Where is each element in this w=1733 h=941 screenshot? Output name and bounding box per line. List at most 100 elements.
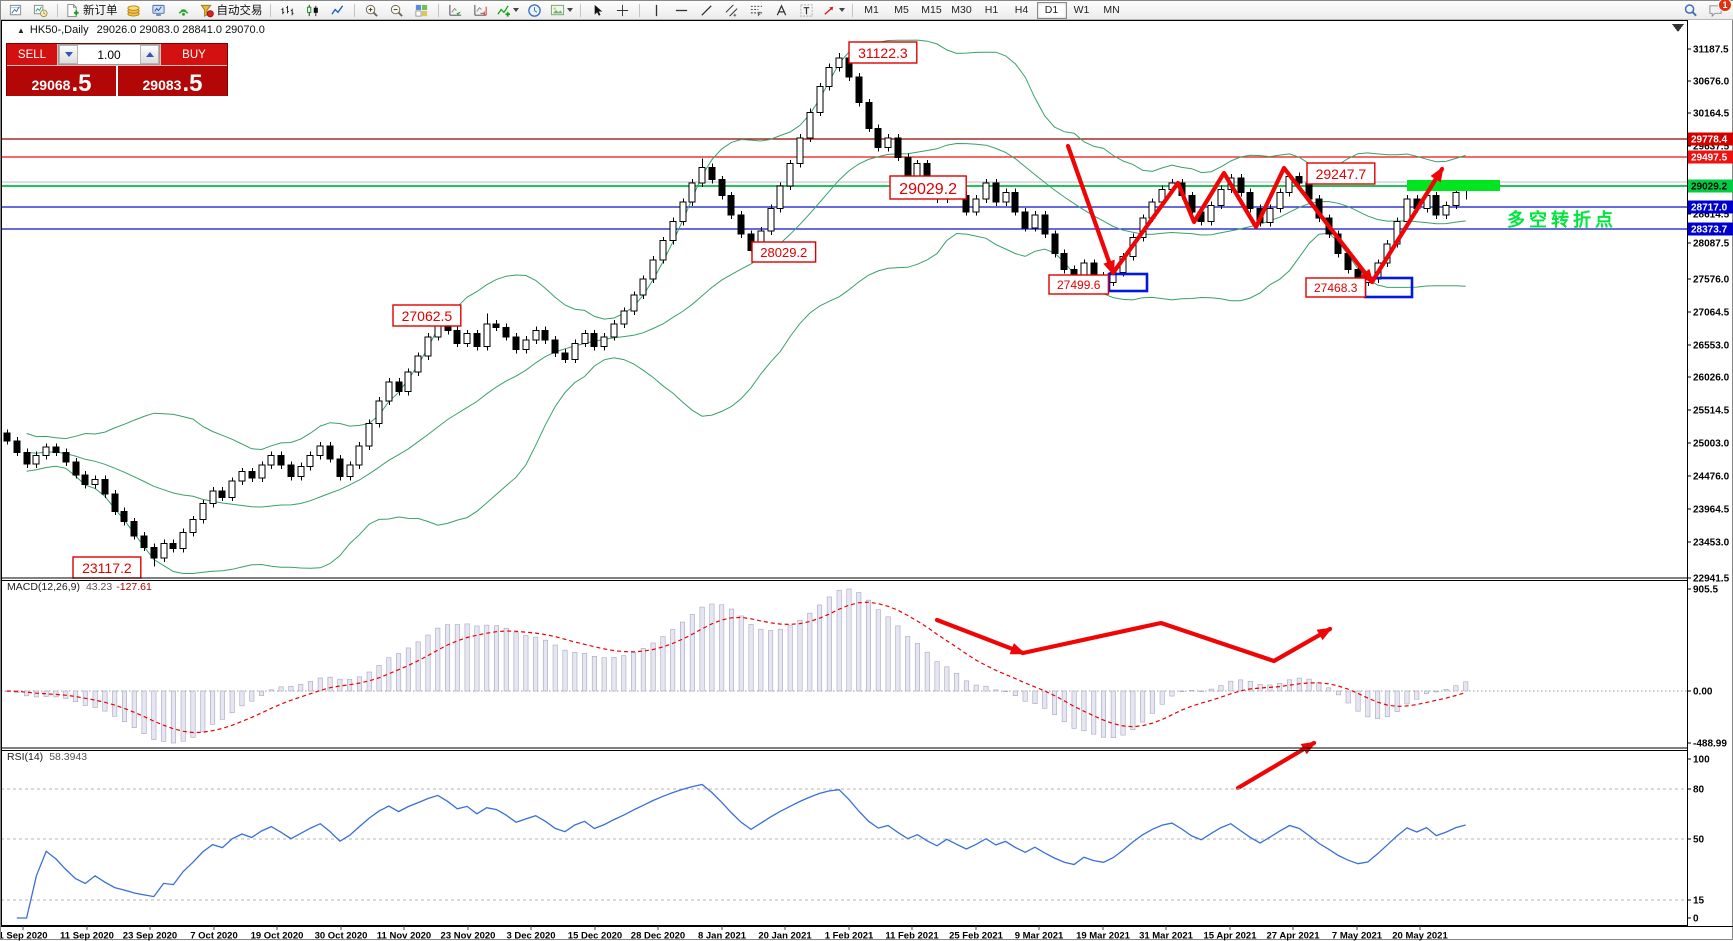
candle xyxy=(347,461,353,480)
search-button[interactable] xyxy=(1678,1,1703,20)
volume-value[interactable]: 1.00 xyxy=(78,45,140,64)
macd-histogram-bar xyxy=(710,604,714,691)
price-annotation[interactable]: 23117.2 xyxy=(73,557,141,578)
macd-histogram-bar xyxy=(455,625,459,691)
axis-label: 80 xyxy=(1693,785,1705,796)
timeframe-button-m15[interactable]: M15 xyxy=(917,2,947,19)
periods-button[interactable] xyxy=(522,1,547,20)
candle xyxy=(709,164,715,184)
price-annotation[interactable]: 31122.3 xyxy=(849,42,917,63)
axis-label: 22941.5 xyxy=(1693,574,1730,585)
macd-histogram-bar xyxy=(250,691,254,701)
zoom-in-icon xyxy=(364,3,379,18)
sell-price[interactable]: 29068.5 xyxy=(7,66,118,96)
zoom-in-button[interactable] xyxy=(359,1,384,20)
autotrading-button[interactable]: 自动交易 xyxy=(196,1,266,20)
volume-increase-button[interactable] xyxy=(140,45,159,64)
channel-button[interactable] xyxy=(719,1,744,20)
macd-histogram-bar xyxy=(857,593,861,691)
signals-button[interactable] xyxy=(171,1,196,20)
text-label-icon xyxy=(799,3,814,18)
macd-histogram-bar xyxy=(768,631,772,691)
horizontal-line-button[interactable] xyxy=(669,1,694,20)
fibonacci-button[interactable] xyxy=(744,1,769,20)
templates-button[interactable] xyxy=(547,1,576,20)
chart-shift-button[interactable] xyxy=(468,1,493,20)
volume-decrease-button[interactable] xyxy=(59,45,78,64)
candle xyxy=(807,109,813,142)
axis-label: 29029.2 xyxy=(1691,182,1728,193)
bar-chart-button[interactable] xyxy=(275,1,300,20)
axis-label: 30164.5 xyxy=(1693,109,1730,120)
timeframe-button-m1[interactable]: M1 xyxy=(857,2,887,19)
price-annotation[interactable]: 27468.3 xyxy=(1306,278,1365,297)
timeframe-button-d1[interactable]: D1 xyxy=(1037,2,1067,19)
buy-price[interactable]: 29083.5 xyxy=(118,66,227,96)
notifications-button[interactable]: 1 xyxy=(1703,1,1728,20)
price-annotation[interactable]: 27499.6 xyxy=(1049,275,1108,294)
macd-histogram-bar xyxy=(1003,691,1007,692)
cursor-button[interactable] xyxy=(585,1,610,20)
collapse-marker-icon[interactable]: ▲ xyxy=(17,26,25,35)
new-order-button[interactable]: 新订单 xyxy=(62,1,121,20)
price-annotation[interactable]: 29029.2 xyxy=(890,176,966,199)
autoscroll-button[interactable] xyxy=(443,1,468,20)
candle xyxy=(376,397,382,427)
candle xyxy=(1022,208,1028,232)
trendline-button[interactable] xyxy=(694,1,719,20)
macd-signal-line xyxy=(7,602,1466,732)
main-chart-layer xyxy=(1,40,1687,573)
buy-button[interactable]: BUY xyxy=(160,44,227,65)
macd-histogram-bar xyxy=(778,629,782,691)
green-highlight-bar[interactable] xyxy=(1407,180,1500,191)
axis-label: 28087.5 xyxy=(1693,239,1730,250)
timeframe-button-m5[interactable]: M5 xyxy=(887,2,917,19)
text-button[interactable] xyxy=(769,1,794,20)
candle xyxy=(249,468,255,482)
price-annotation[interactable]: 27062.5 xyxy=(393,305,461,326)
macd-histogram-bar xyxy=(220,691,224,719)
vertical-line-button[interactable] xyxy=(644,1,669,20)
zoom-out-button[interactable] xyxy=(384,1,409,20)
candle xyxy=(875,125,881,152)
axis-label: 20 Jan 2021 xyxy=(758,931,812,941)
tile-windows-button[interactable] xyxy=(409,1,434,20)
axis-label: 23 Sep 2020 xyxy=(123,931,177,941)
axis-label: 28 Dec 2020 xyxy=(631,931,685,941)
price-badge: 29497.5 xyxy=(1688,151,1733,164)
axis-label: 3 Dec 2020 xyxy=(506,931,555,941)
axis-label: -488.99 xyxy=(1693,739,1727,750)
macd-histogram-bar xyxy=(436,628,440,691)
axis-label: 27499.6 xyxy=(1057,278,1101,292)
text-label-button[interactable] xyxy=(794,1,819,20)
timeframe-button-h4[interactable]: H4 xyxy=(1007,2,1037,19)
terminal-button[interactable] xyxy=(146,1,171,20)
crosshair-button[interactable] xyxy=(610,1,635,20)
candlestick-chart-button[interactable] xyxy=(300,1,325,20)
indicators-button[interactable] xyxy=(493,1,522,20)
timeframe-button-h1[interactable]: H1 xyxy=(977,2,1007,19)
rsi-arrow-annotation[interactable] xyxy=(1238,743,1314,788)
macd-zigzag-annotation[interactable] xyxy=(937,620,1330,661)
price-annotation[interactable]: 28029.2 xyxy=(752,242,816,262)
price-annotation[interactable]: 29247.7 xyxy=(1307,163,1375,184)
indicators-dropdown-caret xyxy=(513,8,519,12)
chart-shift-marker-icon[interactable] xyxy=(1672,24,1684,32)
macd-histogram-bar xyxy=(171,691,175,743)
new-chart-button[interactable] xyxy=(3,1,28,20)
sell-button[interactable]: SELL xyxy=(7,44,58,65)
deposit-button[interactable] xyxy=(121,1,146,20)
candle xyxy=(670,218,676,245)
timeframe-button-mn[interactable]: MN xyxy=(1097,2,1127,19)
profiles-button[interactable] xyxy=(28,1,53,20)
timeframe-button-m30[interactable]: M30 xyxy=(947,2,977,19)
rsi-line xyxy=(17,785,1466,919)
macd-histogram-bar xyxy=(837,590,841,691)
arrows-button[interactable] xyxy=(819,1,848,20)
macd-histogram-bar xyxy=(563,650,567,691)
candle xyxy=(43,443,49,459)
timeframe-button-w1[interactable]: W1 xyxy=(1067,2,1097,19)
line-chart-button[interactable] xyxy=(325,1,350,20)
